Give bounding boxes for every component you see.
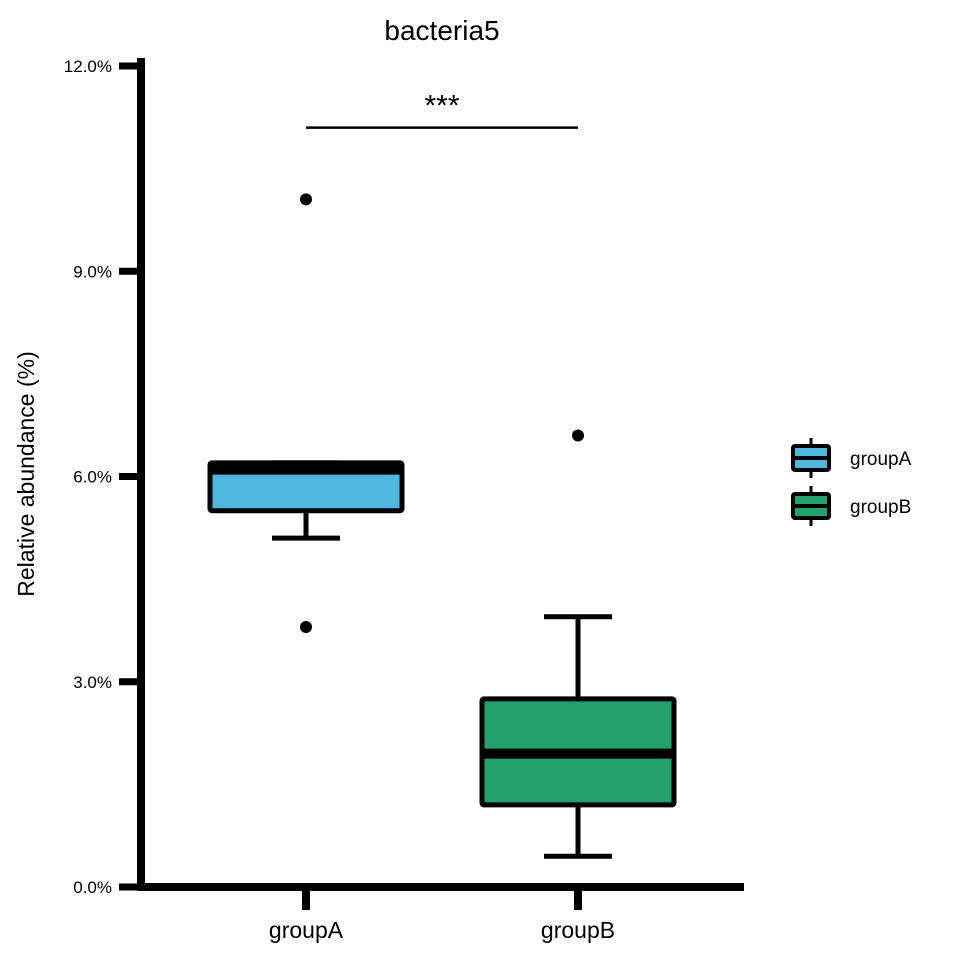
outlier-point [300,621,312,634]
legend-label: groupB [850,497,911,518]
y-tick-label: 3.0% [73,673,112,692]
box-groupA [207,193,405,634]
axis-ticks: 0.0% 3.0% 6.0% 9.0% 12.0% groupA groupB [64,57,615,943]
significance-label: *** [424,90,459,123]
y-tick-label: 9.0% [73,262,112,281]
iqr-box [207,460,405,514]
y-tick-label: 6.0% [73,468,112,487]
box-groupB [479,429,677,859]
legend-item-groupB: groupB [791,486,911,526]
outlier-point [300,193,312,206]
significance-annotation: *** [306,90,578,129]
x-tick-label: groupB [541,917,615,943]
chart-title: bacteria5 [384,15,499,46]
outlier-point [572,429,584,442]
legend-item-groupA: groupA [791,438,912,478]
y-axis-label: Relative abundance (%) [13,351,39,596]
legend: groupA groupB [791,438,912,526]
y-tick-label: 12.0% [64,57,112,76]
x-tick-label: groupA [269,917,344,943]
legend-label: groupA [850,449,912,470]
y-tick-label: 0.0% [73,878,112,897]
boxes [207,193,677,859]
